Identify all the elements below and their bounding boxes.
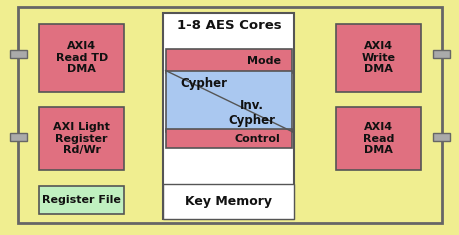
Text: AXI4
Write
DMA: AXI4 Write DMA (361, 41, 394, 74)
Text: AXI4
Read TD
DMA: AXI4 Read TD DMA (56, 41, 107, 74)
FancyBboxPatch shape (165, 70, 291, 132)
FancyBboxPatch shape (10, 133, 27, 141)
FancyBboxPatch shape (163, 13, 294, 219)
Text: Cypher: Cypher (179, 78, 227, 90)
FancyBboxPatch shape (10, 50, 27, 58)
FancyBboxPatch shape (335, 107, 420, 170)
Text: AXI Light
Register
Rd/Wr: AXI Light Register Rd/Wr (53, 122, 110, 155)
FancyBboxPatch shape (39, 107, 124, 170)
Text: Inv.
Cypher: Inv. Cypher (228, 99, 274, 127)
FancyBboxPatch shape (39, 24, 124, 92)
Text: 1-8 AES Cores: 1-8 AES Cores (176, 19, 280, 32)
Text: Register File: Register File (42, 195, 121, 205)
Text: Mode: Mode (246, 56, 280, 66)
FancyBboxPatch shape (18, 7, 441, 223)
Text: Key Memory: Key Memory (185, 195, 272, 208)
FancyBboxPatch shape (432, 50, 449, 58)
FancyBboxPatch shape (335, 24, 420, 92)
FancyBboxPatch shape (163, 184, 294, 219)
Text: AXI4
Read
DMA: AXI4 Read DMA (362, 122, 393, 155)
Text: Control: Control (235, 134, 280, 144)
FancyBboxPatch shape (432, 133, 449, 141)
FancyBboxPatch shape (39, 186, 124, 214)
FancyBboxPatch shape (165, 129, 291, 148)
FancyBboxPatch shape (165, 49, 291, 73)
